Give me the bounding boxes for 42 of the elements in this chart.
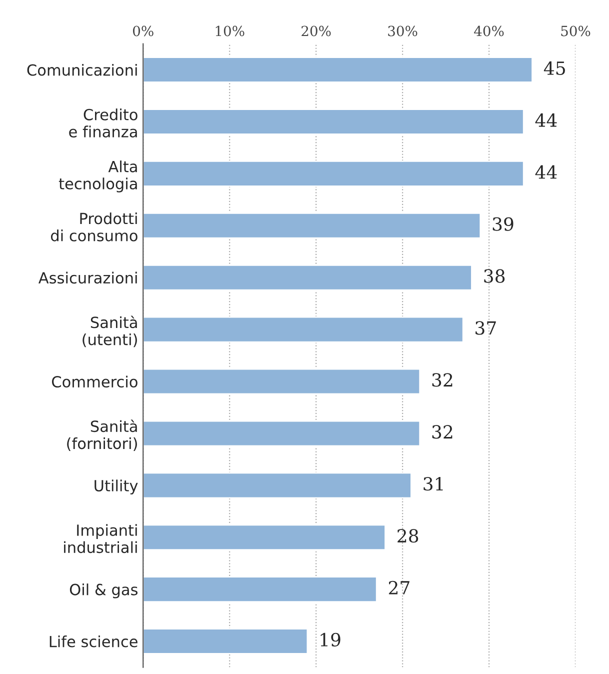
y-tick-label: Assicurazioni xyxy=(38,272,137,284)
bar xyxy=(143,420,421,447)
y-tick-label: Sanità (fornitori) xyxy=(67,420,137,451)
y-tick-label: Impianti industriali xyxy=(64,524,137,554)
bar xyxy=(143,108,524,135)
x-tick-label: 10% xyxy=(216,26,244,36)
y-tick-label: Sanità (utenti) xyxy=(82,316,137,348)
y-tick-label: Oil & gas xyxy=(70,584,138,598)
bar xyxy=(143,368,421,395)
data-label: 44 xyxy=(535,165,557,179)
data-label: 38 xyxy=(484,269,505,283)
y-tick-label: Life science xyxy=(50,635,138,648)
data-label: 39 xyxy=(492,217,514,231)
data-label: 28 xyxy=(398,528,418,543)
x-tick-label: 40% xyxy=(474,26,504,36)
data-label: 31 xyxy=(424,477,443,491)
data-label: 19 xyxy=(320,632,340,647)
data-label: 32 xyxy=(432,373,452,387)
bar xyxy=(143,264,472,291)
y-tick-label: Utility xyxy=(94,480,138,494)
bar xyxy=(143,576,378,602)
bar xyxy=(143,56,533,83)
bar xyxy=(143,628,308,654)
bar xyxy=(143,472,412,499)
data-label: 32 xyxy=(432,425,452,439)
data-label: 37 xyxy=(476,321,496,335)
bar xyxy=(143,316,464,343)
y-tick-label: Alta tecnologia xyxy=(58,160,137,192)
y-tick-label: Comunicazioni xyxy=(27,64,137,76)
bar xyxy=(143,212,482,239)
x-tick-label: 0% xyxy=(133,26,154,36)
data-label: 27 xyxy=(388,580,410,594)
x-tick-label: 30% xyxy=(388,26,418,36)
bar xyxy=(143,160,524,187)
data-label: 45 xyxy=(544,61,565,76)
y-tick-label: Commercio xyxy=(52,376,138,388)
bar xyxy=(143,524,386,551)
x-tick-label: 20% xyxy=(302,26,331,36)
y-tick-label: Credito e finanza xyxy=(69,108,138,138)
y-tick-label: Prodotti di consumo xyxy=(50,212,138,242)
x-tick-label: 50% xyxy=(561,26,590,36)
data-label: 44 xyxy=(535,113,557,127)
